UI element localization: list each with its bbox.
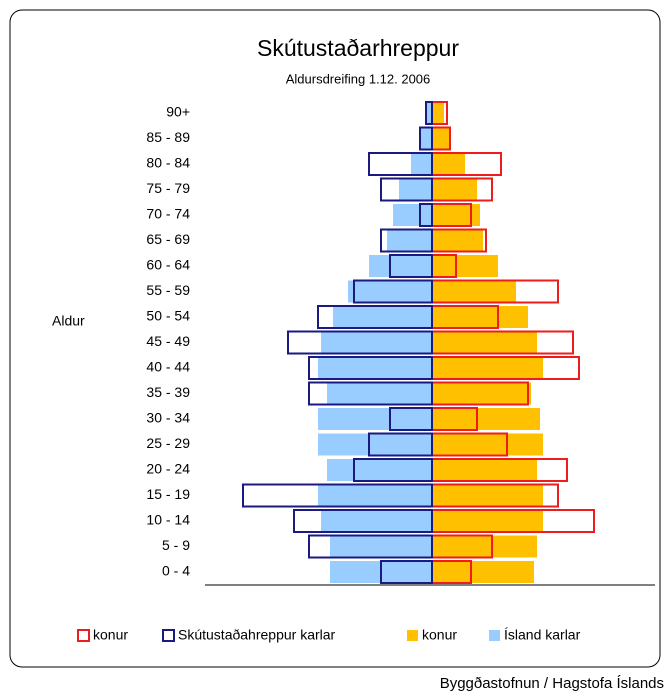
y-tick-label: 35 - 39	[146, 384, 190, 400]
bar	[432, 331, 537, 354]
bar	[321, 331, 432, 354]
bar	[432, 229, 483, 252]
bar	[308, 381, 433, 406]
bar	[425, 101, 433, 125]
legend-swatch	[407, 630, 418, 641]
y-tick-label: 80 - 84	[146, 155, 190, 171]
bar	[380, 177, 433, 202]
bar	[432, 127, 450, 150]
legend-swatch	[489, 630, 500, 641]
y-tick-label: 40 - 44	[146, 359, 190, 375]
bar	[389, 254, 433, 278]
bar	[432, 178, 477, 201]
legend-label: Skútustaðahreppur karlar	[178, 627, 336, 643]
legend-swatch	[162, 629, 175, 642]
bar	[432, 204, 480, 226]
y-tick-label: 25 - 29	[146, 435, 190, 451]
bar	[327, 459, 432, 481]
bar	[353, 458, 433, 482]
legend-label: konur	[93, 627, 128, 643]
bar	[432, 561, 534, 583]
y-tick-label: 50 - 54	[146, 308, 190, 324]
y-tick-label: 65 - 69	[146, 231, 190, 247]
bar	[389, 407, 433, 431]
bar	[348, 280, 432, 303]
bar	[432, 459, 537, 481]
bar	[327, 382, 432, 405]
bar	[368, 152, 433, 176]
y-tick-label: 75 - 79	[146, 180, 190, 196]
y-tick-label: 60 - 64	[146, 257, 190, 273]
bar	[432, 306, 528, 328]
bar	[368, 432, 433, 457]
bar	[393, 204, 432, 226]
y-tick-label: 45 - 49	[146, 333, 190, 349]
bar	[432, 408, 540, 430]
chart-title: Skútustaðarhreppur	[257, 35, 459, 61]
bar	[318, 433, 432, 456]
bar	[432, 280, 516, 303]
bar	[432, 535, 537, 558]
bar	[432, 510, 543, 532]
bar	[432, 357, 543, 379]
legend-swatch	[77, 629, 90, 642]
bar	[380, 560, 433, 584]
bar	[333, 306, 432, 328]
bar	[432, 382, 531, 405]
bar	[419, 126, 433, 151]
y-tick-label: 30 - 34	[146, 410, 190, 426]
bar	[411, 153, 432, 175]
bar	[420, 127, 432, 150]
bar	[419, 203, 433, 227]
y-tick-label: 90+	[166, 104, 190, 120]
bar	[353, 279, 433, 304]
bar	[426, 102, 432, 124]
bar	[387, 229, 432, 252]
bar	[369, 255, 432, 277]
bar	[432, 433, 543, 456]
y-tick-label: 70 - 74	[146, 206, 190, 222]
bar	[293, 509, 433, 533]
y-tick-label: 20 - 24	[146, 461, 190, 477]
bar	[242, 483, 433, 508]
y-tick-label: 55 - 59	[146, 282, 190, 298]
y-tick-label: 10 - 14	[146, 512, 190, 528]
bar	[432, 255, 498, 277]
source: Byggðastofnun / Hagstofa Íslands	[440, 675, 664, 692]
bar	[318, 357, 432, 379]
bar	[317, 305, 433, 329]
bar	[330, 535, 432, 558]
bar	[399, 178, 432, 201]
bar	[308, 356, 433, 380]
chart-subtitle: Aldursdreifing 1.12. 2006	[286, 71, 431, 86]
y-tick-label: 15 - 19	[146, 486, 190, 502]
bar	[318, 484, 432, 507]
bar	[318, 408, 432, 430]
bar	[321, 510, 432, 532]
bar	[380, 228, 433, 253]
bar	[432, 102, 444, 124]
bar	[308, 534, 433, 559]
bar	[432, 153, 465, 175]
y-tick-label: 85 - 89	[146, 129, 190, 145]
bar	[432, 484, 543, 507]
y-tick-label: 0 - 4	[162, 563, 190, 579]
y-axis-label: Aldur	[52, 313, 85, 329]
y-tick-label: 5 - 9	[162, 537, 190, 553]
legend-label: konur	[422, 627, 457, 643]
bar	[287, 330, 433, 355]
legend-label: Ísland karlar	[504, 627, 581, 643]
